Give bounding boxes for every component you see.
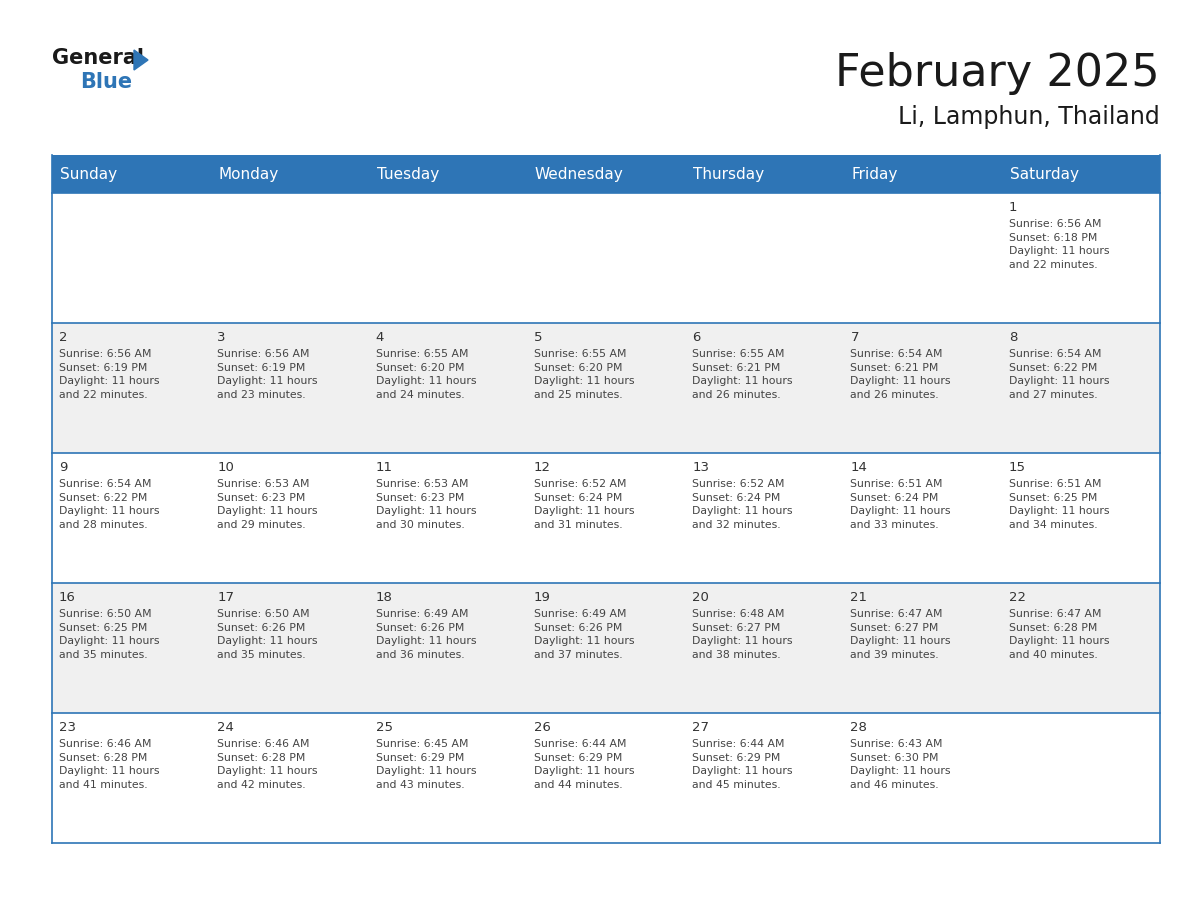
Bar xyxy=(52,155,210,193)
Text: Wednesday: Wednesday xyxy=(535,166,624,182)
Text: 27: 27 xyxy=(693,721,709,734)
Text: Sunrise: 6:56 AM
Sunset: 6:18 PM
Daylight: 11 hours
and 22 minutes.: Sunrise: 6:56 AM Sunset: 6:18 PM Dayligh… xyxy=(1009,219,1110,270)
Bar xyxy=(52,583,1159,713)
Text: 5: 5 xyxy=(533,331,543,344)
Text: 20: 20 xyxy=(693,591,709,604)
Text: Sunrise: 6:54 AM
Sunset: 6:22 PM
Daylight: 11 hours
and 28 minutes.: Sunrise: 6:54 AM Sunset: 6:22 PM Dayligh… xyxy=(59,479,159,530)
Text: Sunrise: 6:46 AM
Sunset: 6:28 PM
Daylight: 11 hours
and 42 minutes.: Sunrise: 6:46 AM Sunset: 6:28 PM Dayligh… xyxy=(217,739,317,789)
Text: Sunrise: 6:45 AM
Sunset: 6:29 PM
Daylight: 11 hours
and 43 minutes.: Sunrise: 6:45 AM Sunset: 6:29 PM Dayligh… xyxy=(375,739,476,789)
Text: 22: 22 xyxy=(1009,591,1025,604)
Text: Sunrise: 6:56 AM
Sunset: 6:19 PM
Daylight: 11 hours
and 23 minutes.: Sunrise: 6:56 AM Sunset: 6:19 PM Dayligh… xyxy=(217,349,317,400)
Text: Friday: Friday xyxy=(852,166,898,182)
Text: Monday: Monday xyxy=(219,166,278,182)
Text: Saturday: Saturday xyxy=(1010,166,1079,182)
Text: Sunrise: 6:53 AM
Sunset: 6:23 PM
Daylight: 11 hours
and 30 minutes.: Sunrise: 6:53 AM Sunset: 6:23 PM Dayligh… xyxy=(375,479,476,530)
Text: Thursday: Thursday xyxy=(693,166,764,182)
Text: Sunrise: 6:51 AM
Sunset: 6:25 PM
Daylight: 11 hours
and 34 minutes.: Sunrise: 6:51 AM Sunset: 6:25 PM Dayligh… xyxy=(1009,479,1110,530)
Bar xyxy=(1001,155,1159,193)
Text: Blue: Blue xyxy=(80,72,132,92)
Bar xyxy=(685,155,843,193)
Text: 10: 10 xyxy=(217,461,234,474)
Text: Sunrise: 6:55 AM
Sunset: 6:20 PM
Daylight: 11 hours
and 24 minutes.: Sunrise: 6:55 AM Sunset: 6:20 PM Dayligh… xyxy=(375,349,476,400)
Bar xyxy=(368,155,526,193)
Bar xyxy=(52,713,1159,843)
Text: 9: 9 xyxy=(59,461,68,474)
Text: Sunrise: 6:44 AM
Sunset: 6:29 PM
Daylight: 11 hours
and 44 minutes.: Sunrise: 6:44 AM Sunset: 6:29 PM Dayligh… xyxy=(533,739,634,789)
Text: 23: 23 xyxy=(59,721,76,734)
Text: 12: 12 xyxy=(533,461,551,474)
Text: 28: 28 xyxy=(851,721,867,734)
Text: Sunrise: 6:47 AM
Sunset: 6:27 PM
Daylight: 11 hours
and 39 minutes.: Sunrise: 6:47 AM Sunset: 6:27 PM Dayligh… xyxy=(851,609,950,660)
Text: 7: 7 xyxy=(851,331,859,344)
Text: Sunrise: 6:46 AM
Sunset: 6:28 PM
Daylight: 11 hours
and 41 minutes.: Sunrise: 6:46 AM Sunset: 6:28 PM Dayligh… xyxy=(59,739,159,789)
Text: 4: 4 xyxy=(375,331,384,344)
Bar xyxy=(526,155,685,193)
Text: 15: 15 xyxy=(1009,461,1025,474)
Polygon shape xyxy=(134,50,148,70)
Text: Sunrise: 6:54 AM
Sunset: 6:22 PM
Daylight: 11 hours
and 27 minutes.: Sunrise: 6:54 AM Sunset: 6:22 PM Dayligh… xyxy=(1009,349,1110,400)
Text: 6: 6 xyxy=(693,331,701,344)
Text: 16: 16 xyxy=(59,591,76,604)
Text: Sunrise: 6:55 AM
Sunset: 6:21 PM
Daylight: 11 hours
and 26 minutes.: Sunrise: 6:55 AM Sunset: 6:21 PM Dayligh… xyxy=(693,349,792,400)
Text: Sunrise: 6:47 AM
Sunset: 6:28 PM
Daylight: 11 hours
and 40 minutes.: Sunrise: 6:47 AM Sunset: 6:28 PM Dayligh… xyxy=(1009,609,1110,660)
Text: 14: 14 xyxy=(851,461,867,474)
Text: 18: 18 xyxy=(375,591,392,604)
Bar xyxy=(52,323,1159,453)
Text: 13: 13 xyxy=(693,461,709,474)
Bar xyxy=(52,453,1159,583)
Text: Sunday: Sunday xyxy=(61,166,118,182)
Text: Sunrise: 6:48 AM
Sunset: 6:27 PM
Daylight: 11 hours
and 38 minutes.: Sunrise: 6:48 AM Sunset: 6:27 PM Dayligh… xyxy=(693,609,792,660)
Text: Sunrise: 6:52 AM
Sunset: 6:24 PM
Daylight: 11 hours
and 32 minutes.: Sunrise: 6:52 AM Sunset: 6:24 PM Dayligh… xyxy=(693,479,792,530)
Text: Sunrise: 6:55 AM
Sunset: 6:20 PM
Daylight: 11 hours
and 25 minutes.: Sunrise: 6:55 AM Sunset: 6:20 PM Dayligh… xyxy=(533,349,634,400)
Text: Sunrise: 6:52 AM
Sunset: 6:24 PM
Daylight: 11 hours
and 31 minutes.: Sunrise: 6:52 AM Sunset: 6:24 PM Dayligh… xyxy=(533,479,634,530)
Text: Sunrise: 6:44 AM
Sunset: 6:29 PM
Daylight: 11 hours
and 45 minutes.: Sunrise: 6:44 AM Sunset: 6:29 PM Dayligh… xyxy=(693,739,792,789)
Text: 2: 2 xyxy=(59,331,68,344)
Text: Sunrise: 6:43 AM
Sunset: 6:30 PM
Daylight: 11 hours
and 46 minutes.: Sunrise: 6:43 AM Sunset: 6:30 PM Dayligh… xyxy=(851,739,950,789)
Text: Sunrise: 6:51 AM
Sunset: 6:24 PM
Daylight: 11 hours
and 33 minutes.: Sunrise: 6:51 AM Sunset: 6:24 PM Dayligh… xyxy=(851,479,950,530)
Text: 26: 26 xyxy=(533,721,551,734)
Text: Li, Lamphun, Thailand: Li, Lamphun, Thailand xyxy=(898,105,1159,129)
Text: General: General xyxy=(52,48,144,68)
Text: Sunrise: 6:49 AM
Sunset: 6:26 PM
Daylight: 11 hours
and 37 minutes.: Sunrise: 6:49 AM Sunset: 6:26 PM Dayligh… xyxy=(533,609,634,660)
Text: Tuesday: Tuesday xyxy=(377,166,438,182)
Text: 1: 1 xyxy=(1009,201,1017,214)
Text: Sunrise: 6:50 AM
Sunset: 6:26 PM
Daylight: 11 hours
and 35 minutes.: Sunrise: 6:50 AM Sunset: 6:26 PM Dayligh… xyxy=(217,609,317,660)
Text: 19: 19 xyxy=(533,591,551,604)
Text: Sunrise: 6:50 AM
Sunset: 6:25 PM
Daylight: 11 hours
and 35 minutes.: Sunrise: 6:50 AM Sunset: 6:25 PM Dayligh… xyxy=(59,609,159,660)
Text: Sunrise: 6:54 AM
Sunset: 6:21 PM
Daylight: 11 hours
and 26 minutes.: Sunrise: 6:54 AM Sunset: 6:21 PM Dayligh… xyxy=(851,349,950,400)
Text: 3: 3 xyxy=(217,331,226,344)
Bar xyxy=(210,155,368,193)
Text: 25: 25 xyxy=(375,721,392,734)
Text: Sunrise: 6:56 AM
Sunset: 6:19 PM
Daylight: 11 hours
and 22 minutes.: Sunrise: 6:56 AM Sunset: 6:19 PM Dayligh… xyxy=(59,349,159,400)
Text: 8: 8 xyxy=(1009,331,1017,344)
Bar xyxy=(52,193,1159,323)
Text: Sunrise: 6:53 AM
Sunset: 6:23 PM
Daylight: 11 hours
and 29 minutes.: Sunrise: 6:53 AM Sunset: 6:23 PM Dayligh… xyxy=(217,479,317,530)
Text: February 2025: February 2025 xyxy=(835,52,1159,95)
Text: 11: 11 xyxy=(375,461,392,474)
Bar xyxy=(843,155,1001,193)
Text: 17: 17 xyxy=(217,591,234,604)
Text: 24: 24 xyxy=(217,721,234,734)
Text: 21: 21 xyxy=(851,591,867,604)
Text: Sunrise: 6:49 AM
Sunset: 6:26 PM
Daylight: 11 hours
and 36 minutes.: Sunrise: 6:49 AM Sunset: 6:26 PM Dayligh… xyxy=(375,609,476,660)
